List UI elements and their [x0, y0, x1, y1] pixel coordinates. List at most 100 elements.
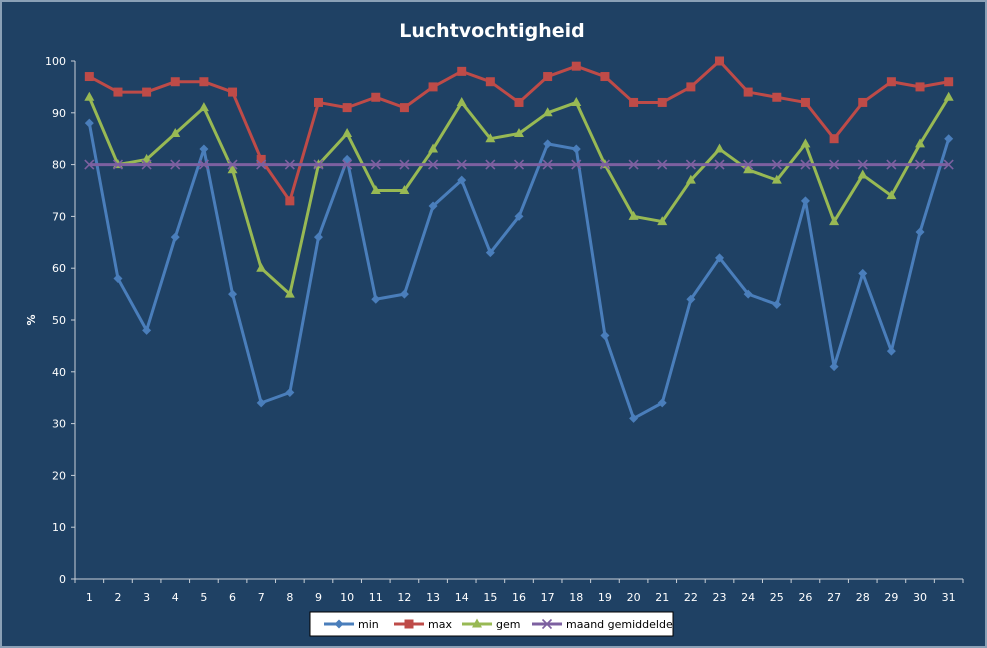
x-tick-label: 13	[426, 591, 440, 604]
x-tick-label: 20	[627, 591, 641, 604]
marker-stroke	[714, 159, 725, 170]
data-point-min	[600, 331, 610, 341]
x-tick-label: 1	[86, 591, 93, 604]
data-point-min	[800, 196, 810, 206]
x-tick-label: 23	[713, 591, 727, 604]
x-tick-label: 7	[258, 591, 265, 604]
x-tick-label: 19	[598, 591, 612, 604]
data-point-gem	[886, 190, 897, 200]
data-point-gem	[370, 185, 381, 194]
x-tick-label: 24	[741, 591, 755, 604]
data-point-gem	[141, 153, 152, 163]
marker-stroke	[256, 159, 267, 170]
data-point-min	[829, 362, 839, 372]
data-point-maand-gemiddelde	[771, 159, 782, 170]
x-tick-label: 17	[541, 591, 555, 604]
legend-item-gem: gem	[462, 618, 520, 631]
x-tick-label: 29	[884, 591, 898, 604]
data-point-maand-gemiddelde	[857, 159, 868, 170]
data-point-min	[457, 175, 467, 185]
data-point-min	[657, 398, 667, 408]
data-point-gem	[170, 128, 181, 138]
x-tick-label: 11	[369, 591, 383, 604]
marker-stroke	[943, 159, 954, 170]
y-tick-label: 30	[52, 418, 66, 431]
x-tick-label: 10	[340, 591, 354, 604]
marker-stroke	[84, 159, 95, 170]
marker-stroke	[227, 159, 238, 170]
legend-marker	[472, 618, 482, 628]
data-point-maand-gemiddelde	[456, 159, 467, 170]
data-point-maand-gemiddelde	[599, 159, 611, 170]
marker-stroke	[427, 159, 439, 170]
data-point-min	[715, 253, 725, 263]
marker-stroke	[313, 159, 324, 170]
data-point-min	[170, 232, 180, 242]
marker-stroke	[599, 159, 611, 170]
marker-stroke	[541, 618, 553, 630]
data-point-gem	[743, 164, 754, 174]
data-point-maand-gemiddelde	[714, 159, 725, 170]
data-point-max	[514, 97, 524, 107]
data-point-gem	[342, 128, 353, 138]
data-point-max	[84, 72, 94, 82]
data-point-maand-gemiddelde	[227, 159, 238, 170]
data-point-max	[371, 92, 381, 102]
y-tick-label: 0	[59, 573, 66, 586]
data-point-min	[113, 274, 123, 284]
data-point-maand-gemiddelde	[170, 159, 181, 170]
data-point-max	[629, 97, 639, 107]
data-point-gem	[685, 174, 696, 184]
data-point-min	[743, 289, 753, 299]
x-tick-label: 31	[942, 591, 956, 604]
data-point-min	[142, 325, 152, 335]
data-point-max	[743, 87, 753, 97]
data-point-max	[543, 72, 553, 82]
legend-marker	[541, 618, 553, 630]
marker-stroke	[685, 159, 696, 170]
x-tick-label: 8	[286, 591, 293, 604]
data-point-max	[113, 87, 123, 97]
data-point-min	[485, 248, 495, 258]
legend-label: min	[358, 618, 379, 631]
data-point-maand-gemiddelde	[542, 159, 553, 170]
data-point-gem	[84, 91, 95, 101]
x-tick-label: 5	[200, 591, 207, 604]
x-tick-label: 15	[483, 591, 497, 604]
data-point-gem	[514, 128, 524, 138]
marker-stroke	[628, 159, 639, 170]
data-point-max	[170, 77, 180, 87]
data-point-maand-gemiddelde	[256, 159, 267, 170]
y-tick-label: 10	[52, 521, 66, 534]
data-point-gem	[800, 138, 811, 148]
data-point-max	[142, 87, 152, 97]
data-point-maand-gemiddelde	[571, 159, 582, 170]
data-point-maand-gemiddelde	[313, 159, 324, 170]
data-point-max	[342, 103, 352, 113]
marker-stroke	[399, 159, 410, 170]
series-line-gem	[87, 96, 950, 296]
data-point-min	[686, 294, 696, 304]
marker-stroke	[284, 159, 295, 170]
data-point-maand-gemiddelde	[657, 159, 668, 170]
data-point-gem	[256, 262, 267, 272]
x-tick-label: 28	[856, 591, 870, 604]
x-tick-label: 3	[143, 591, 150, 604]
data-point-gem	[943, 91, 954, 101]
data-point-max	[686, 82, 696, 92]
data-point-min	[228, 289, 238, 299]
x-tick-label: 18	[569, 591, 583, 604]
data-point-max	[858, 97, 868, 107]
data-point-gem	[456, 96, 467, 106]
data-point-min	[313, 232, 323, 242]
data-point-gem	[542, 107, 553, 117]
legend-label: maand gemiddelde	[566, 618, 673, 631]
data-point-max	[399, 103, 409, 113]
data-point-max	[915, 82, 925, 92]
data-point-gem	[915, 138, 926, 148]
marker-stroke	[513, 159, 525, 170]
data-point-min	[399, 289, 409, 299]
